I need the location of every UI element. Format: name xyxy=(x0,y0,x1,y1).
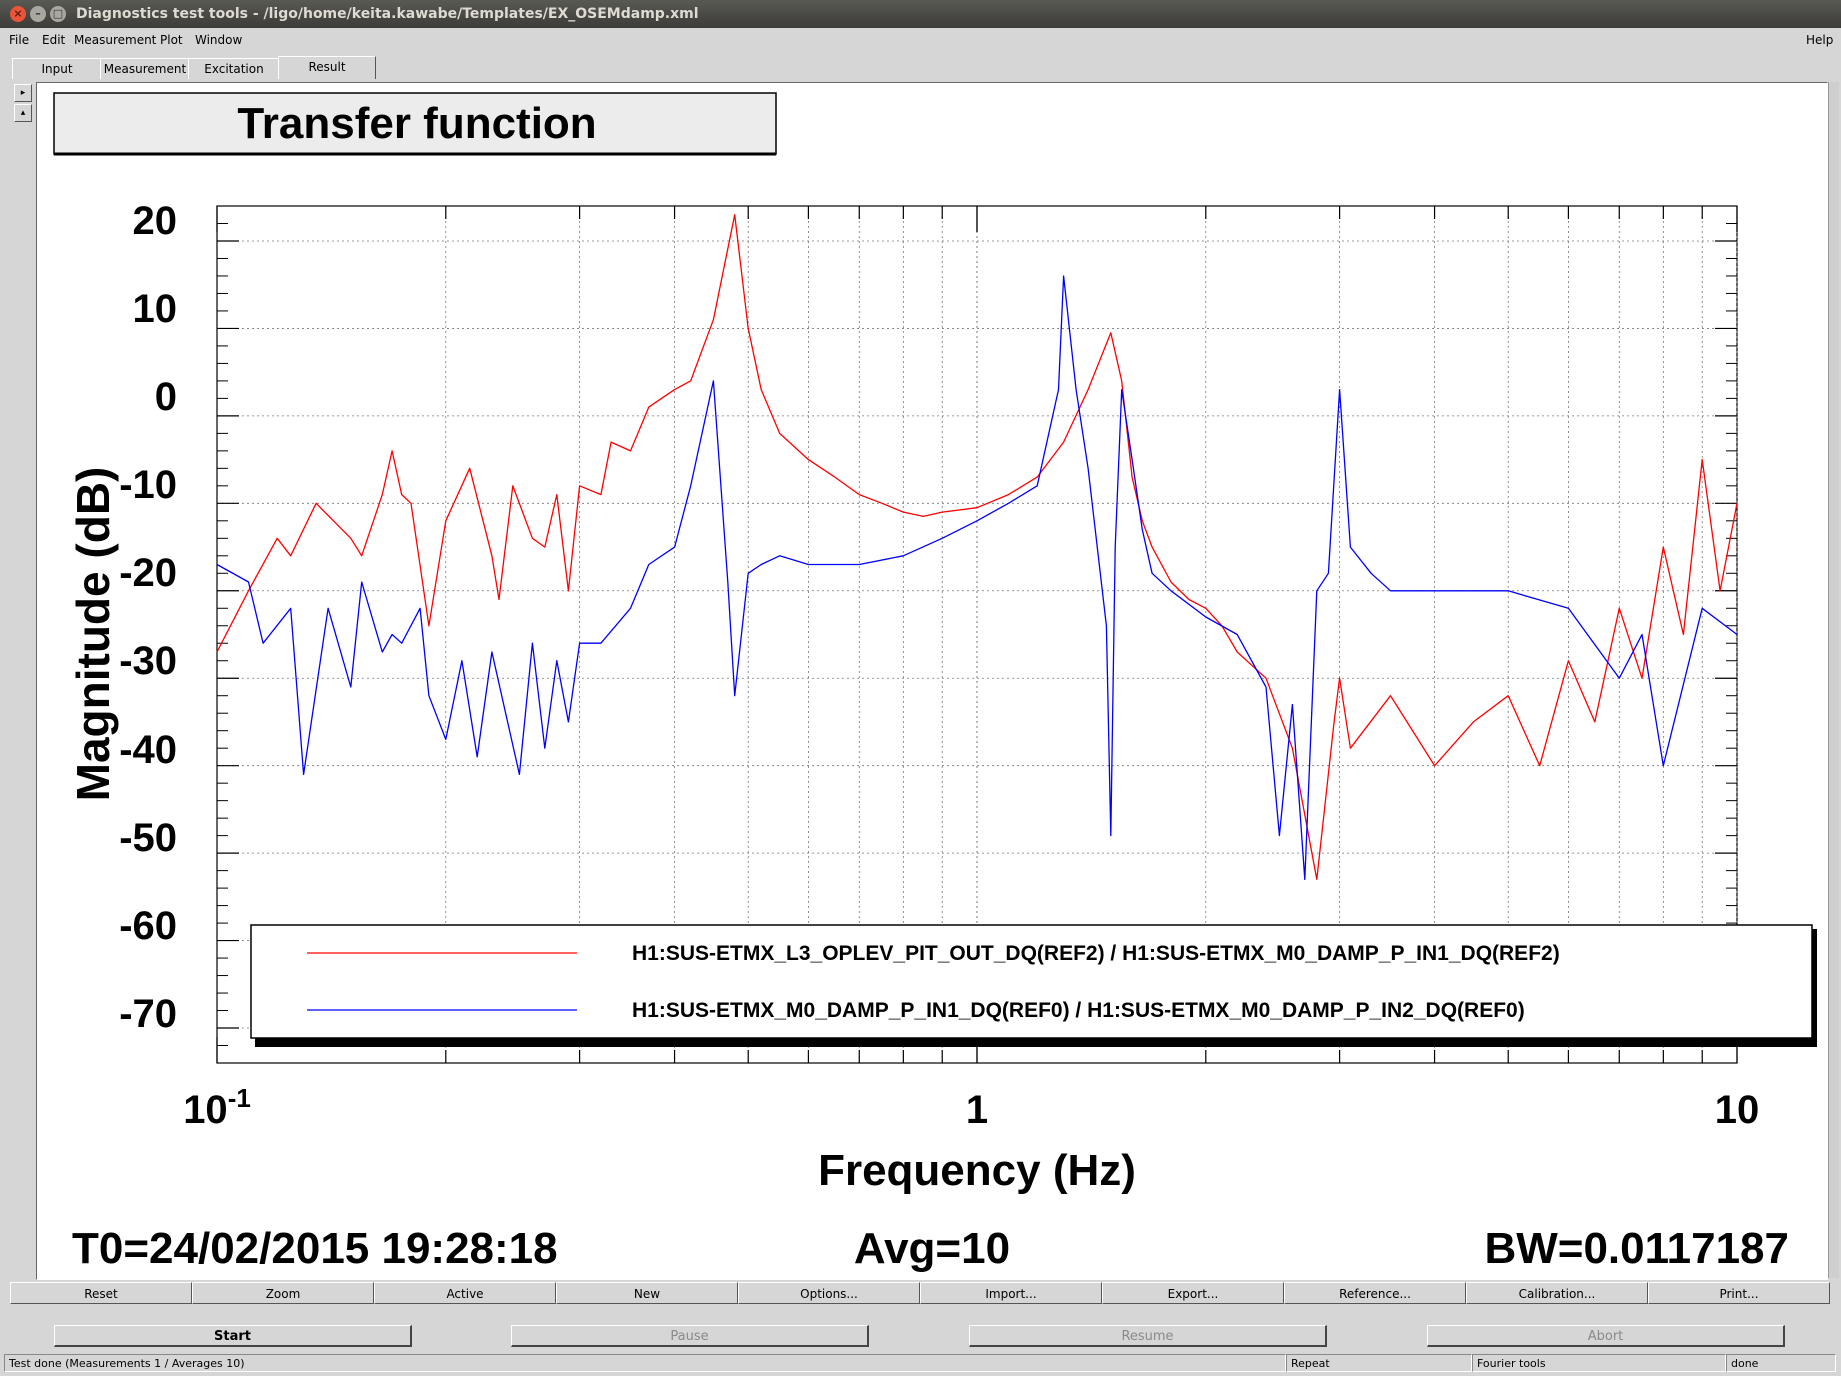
legend: H1:SUS-ETMX_L3_OPLEV_PIT_OUT_DQ(REF2) / … xyxy=(250,924,1817,1047)
new-button[interactable]: New xyxy=(556,1282,738,1304)
y-tick-label: -70 xyxy=(119,992,177,1036)
transfer-function-plot[interactable]: Transfer function 20 10 0 -10 -20 -30 -4… xyxy=(37,83,1827,1279)
avg-readout: Avg=10 xyxy=(854,1224,1010,1273)
y-tick-label: -10 xyxy=(119,463,177,507)
abort-button[interactable]: Abort xyxy=(1427,1325,1785,1347)
menu-window[interactable]: Window xyxy=(195,33,243,47)
window-title-bar: × – □ Diagnostics test tools - /ligo/hom… xyxy=(0,0,1841,28)
x-axis-label: Frequency (Hz) xyxy=(818,1146,1136,1195)
x-tick-label-1: 1 xyxy=(966,1088,988,1132)
collapse-up-icon[interactable]: ▴ xyxy=(14,104,32,122)
reset-button[interactable]: Reset xyxy=(10,1282,192,1304)
vertical-scrollbar[interactable] xyxy=(1828,82,1839,1278)
y-tick-label: -40 xyxy=(119,728,177,772)
t0-readout: T0=24/02/2015 19:28:18 xyxy=(72,1224,558,1273)
minimize-window-button[interactable]: – xyxy=(30,6,46,22)
y-tick-label: -20 xyxy=(119,551,177,595)
bw-readout: BW=0.0117187 xyxy=(1484,1224,1789,1273)
tab-measurement[interactable]: Measurement xyxy=(100,58,190,79)
y-tick-label: 20 xyxy=(133,199,178,243)
expand-right-icon[interactable]: ▸ xyxy=(14,84,32,102)
series-line-ref0 xyxy=(216,275,1738,881)
x-tick-exponent: -1 xyxy=(228,1083,251,1113)
export-button[interactable]: Export... xyxy=(1102,1282,1284,1304)
status-mode: Repeat xyxy=(1286,1354,1472,1372)
menu-edit[interactable]: Edit xyxy=(42,33,66,47)
reference-button[interactable]: Reference... xyxy=(1284,1282,1466,1304)
plot-canvas[interactable]: Transfer function 20 10 0 -10 -20 -30 -4… xyxy=(36,82,1828,1280)
legend-entry-ref0: H1:SUS-ETMX_M0_DAMP_P_IN1_DQ(REF0) / H1:… xyxy=(632,999,1525,1022)
y-tick-labels: 20 10 0 -10 -20 -30 -40 -50 -60 -70 xyxy=(119,199,177,1036)
resume-button[interactable]: Resume xyxy=(969,1325,1327,1347)
y-axis-label: Magnitude (dB) xyxy=(67,467,119,802)
active-button[interactable]: Active xyxy=(374,1282,556,1304)
options-button[interactable]: Options... xyxy=(738,1282,920,1304)
tab-excitation[interactable]: Excitation xyxy=(188,58,280,79)
status-tool: Fourier tools xyxy=(1472,1354,1726,1372)
title-box xyxy=(53,92,777,155)
x-tick-base: 10 xyxy=(183,1088,228,1132)
calibration-button[interactable]: Calibration... xyxy=(1466,1282,1648,1304)
zoom-button[interactable]: Zoom xyxy=(192,1282,374,1304)
x-tick-label-0.1: 10-1 xyxy=(183,1083,251,1132)
pause-button[interactable]: Pause xyxy=(511,1325,869,1347)
menu-file[interactable]: File xyxy=(9,33,30,47)
y-tick-label: -60 xyxy=(119,904,177,948)
series-layer xyxy=(216,214,1738,881)
y-tick-label: 0 xyxy=(155,375,177,419)
status-state: done xyxy=(1726,1354,1836,1372)
print-button[interactable]: Print... xyxy=(1648,1282,1830,1304)
tab-result[interactable]: Result xyxy=(278,56,376,79)
legend-box xyxy=(250,924,1813,1039)
x-tick-label-10: 10 xyxy=(1715,1088,1760,1132)
y-tick-label: -50 xyxy=(119,816,177,860)
menu-plot[interactable]: Plot xyxy=(160,33,183,47)
import-button[interactable]: Import... xyxy=(920,1282,1102,1304)
menu-help[interactable]: Help xyxy=(1806,33,1834,47)
series-line-ref2 xyxy=(216,214,1738,881)
start-button[interactable]: Start xyxy=(54,1325,412,1347)
y-tick-label: 10 xyxy=(133,287,178,331)
tab-input[interactable]: Input xyxy=(12,58,102,79)
window-title: Diagnostics test tools - /ligo/home/keit… xyxy=(76,6,699,22)
plot-title: Transfer function xyxy=(237,99,596,148)
plot-button-row: Reset Zoom Active New Options... Import.… xyxy=(10,1282,1832,1306)
menu-bar: File Edit Measurement Plot Window Help xyxy=(0,28,1841,52)
menu-measurement[interactable]: Measurement xyxy=(74,33,157,47)
axis-ticks xyxy=(216,205,1738,1064)
legend-entry-ref2: H1:SUS-ETMX_L3_OPLEV_PIT_OUT_DQ(REF2) / … xyxy=(632,942,1560,965)
status-message: Test done (Measurements 1 / Averages 10) xyxy=(4,1354,1286,1372)
y-tick-label: -30 xyxy=(119,639,177,683)
close-window-button[interactable]: × xyxy=(10,6,26,22)
maximize-window-button[interactable]: □ xyxy=(50,6,66,22)
